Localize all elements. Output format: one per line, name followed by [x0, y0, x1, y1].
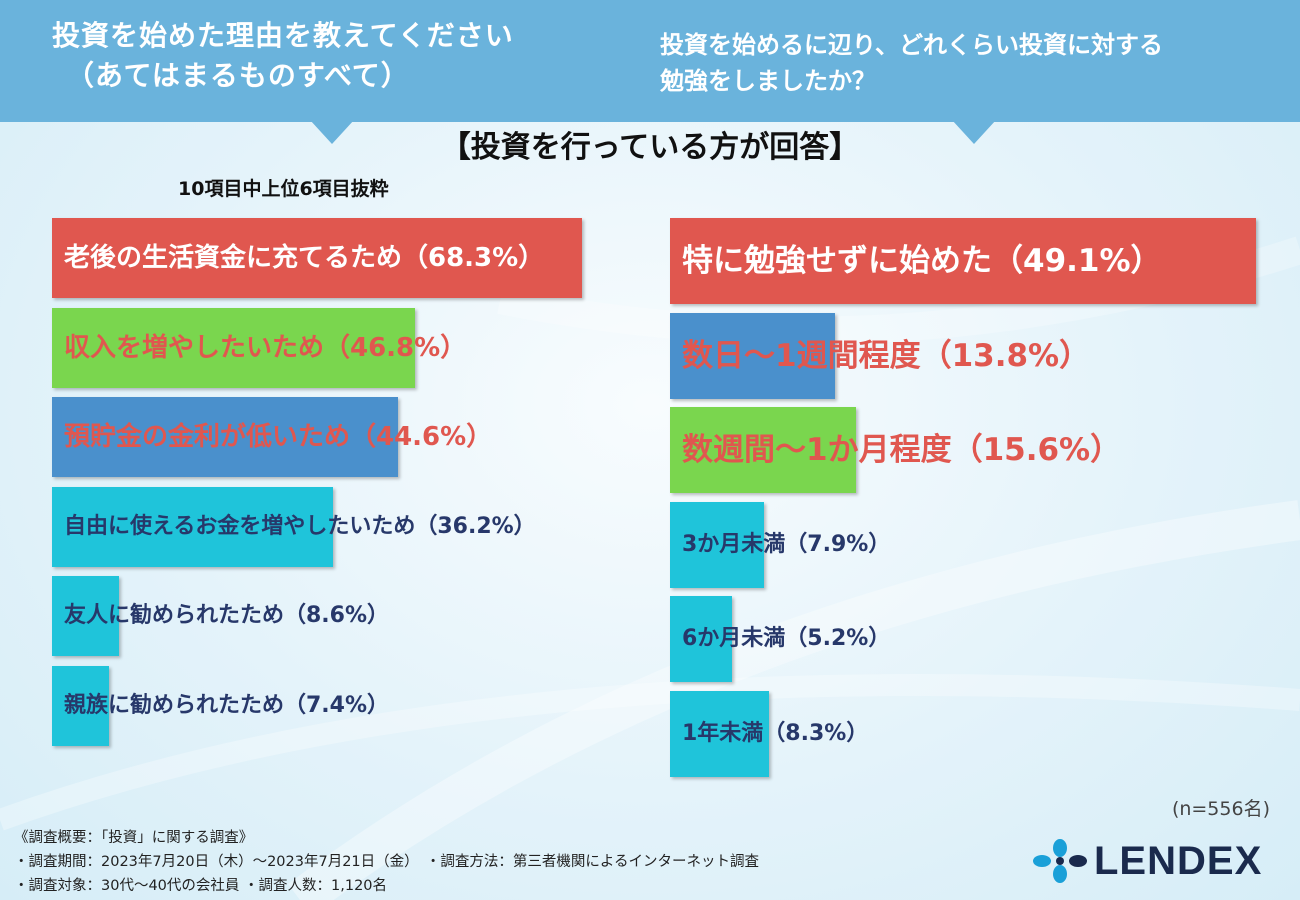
bar-label-2: 収入を増やしたいため（46.8%） — [64, 332, 467, 363]
bar-label-5: 友人に勧められたため（8.6%） — [64, 603, 390, 628]
bar-label-5: 6か月未満（5.2%） — [682, 626, 891, 651]
question-banner — [0, 0, 1300, 122]
banner-pointer-right — [952, 120, 996, 144]
footer-survey-period: ・調査期間：2023年7月20日（木）～2023年7月21日（金） ・調査方法：… — [14, 854, 759, 870]
bar-2 — [52, 307, 415, 388]
bar-label-4: 3か月未満（7.9%） — [682, 531, 891, 557]
bar-label-3: 数週間～1か月程度（15.6%） — [682, 432, 1122, 468]
right-question-line1: 投資を始めるに辺り、どれくらい投資に対する — [660, 31, 1164, 59]
left-question: 投資を始めた理由を教えてください （あてはまるものすべて） — [52, 16, 514, 96]
bar-5 — [670, 596, 732, 682]
bar-6 — [670, 690, 769, 777]
bar-2 — [670, 312, 835, 399]
bar-4 — [670, 501, 764, 588]
bar-label-6: 1年未満（8.3%） — [682, 720, 869, 746]
bar-label-3: 預貯金の金利が低いため（44.6%） — [64, 422, 493, 452]
lendex-logo-icon — [1033, 839, 1087, 883]
right-question: 投資を始めるに辺り、どれくらい投資に対する 勉強をしましたか？ — [660, 27, 1163, 99]
footer-survey-target: ・調査対象：30代～40代の会社員 ・調査人数：1,120名 — [14, 878, 388, 894]
bar-label-6: 親族に勧められたため（7.4%） — [64, 692, 390, 718]
bar-label-1: 特に勉強せずに始めた（49.1%） — [682, 243, 1162, 279]
bar-label-2: 数日～1週間程度（13.8%） — [682, 337, 1091, 374]
bar-3 — [52, 397, 398, 477]
banner-pointer-left — [310, 120, 354, 144]
right-question-line2: 勉強をしましたか？ — [660, 67, 876, 95]
respondent-title: 【投資を行っている方が回答】 — [440, 130, 860, 165]
bar-1 — [52, 218, 582, 298]
bar-3 — [670, 407, 856, 493]
bar-6 — [52, 665, 109, 746]
bar-1 — [670, 218, 1256, 304]
left-question-line2: （あてはまるものすべて） — [66, 59, 410, 92]
bar-label-1: 老後の生活資金に充てるため（68.3%） — [64, 243, 545, 273]
lendex-logo-text: LENDEX — [1094, 839, 1263, 883]
sample-size: (n=556名) — [1171, 798, 1270, 820]
left-chart-subnote: 10項目中上位6項目抜粋 — [178, 178, 389, 200]
left-question-line1: 投資を始めた理由を教えてください — [52, 19, 514, 52]
footer-survey-title: 《調査概要：「投資」に関する調査》 — [14, 830, 254, 846]
lendex-logo: LENDEX — [1030, 838, 1280, 884]
bar-5 — [52, 576, 119, 656]
bar-4 — [52, 486, 333, 567]
bar-label-4: 自由に使えるお金を増やしたいため（36.2%） — [64, 513, 536, 539]
